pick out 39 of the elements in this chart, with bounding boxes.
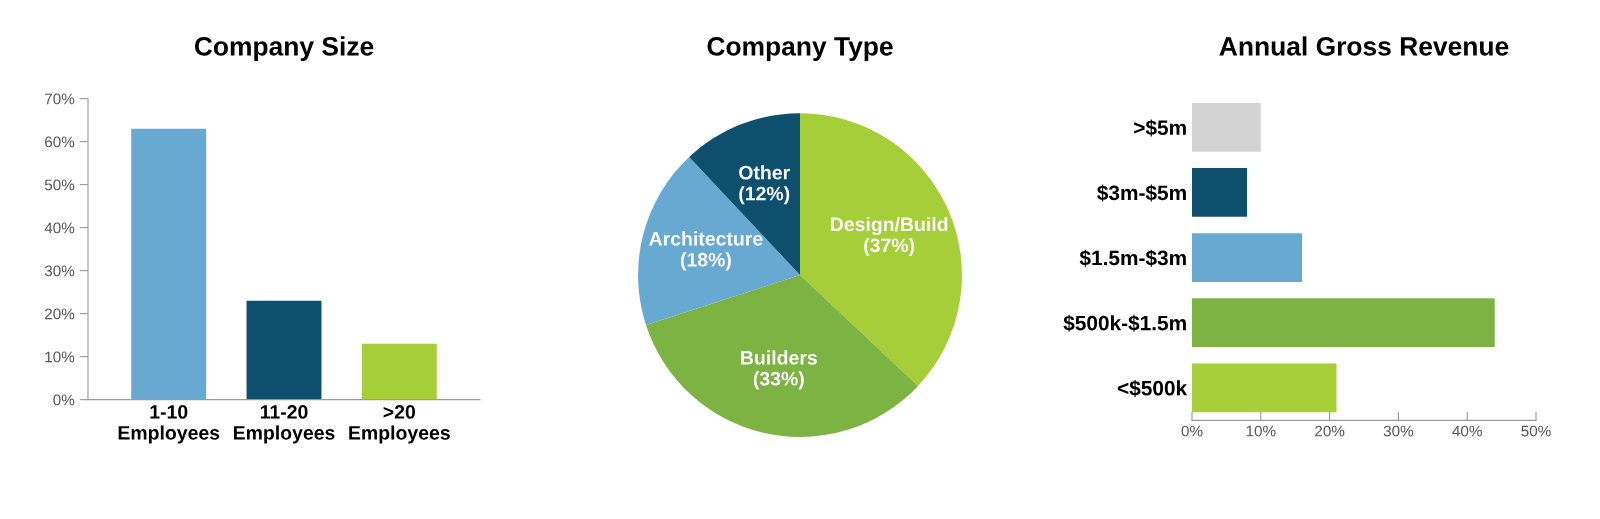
x-tick-label: 10%	[1246, 425, 1276, 437]
bar	[361, 343, 437, 400]
pie-slice	[638, 157, 800, 326]
x-tick-label: >20 Employees	[349, 405, 450, 444]
chart-title: Company Size	[194, 36, 374, 61]
y-tick-label: 30%	[44, 265, 75, 277]
x-tick-label: 11-20 Employees	[233, 405, 335, 444]
y-tick-label: 10%	[45, 351, 75, 363]
bar	[1192, 363, 1337, 413]
x-tick-label: 1-10 Employees	[118, 405, 220, 444]
y-tick-label: 40%	[44, 222, 75, 234]
slice-label: Architecture (18%)	[649, 231, 763, 271]
pie-slice	[646, 275, 919, 437]
x-tick-label: 50%	[1521, 425, 1551, 437]
y-tick-label: $3m-$5m	[1097, 184, 1186, 202]
y-tick-label: $500k-$1.5m	[1063, 314, 1186, 332]
slice-label: Builders (33%)	[741, 350, 817, 390]
y-tick-label: 20%	[45, 308, 75, 320]
x-tick-label: 40%	[1452, 425, 1482, 437]
y-tick-label: <$500k	[1117, 379, 1188, 397]
slice-label: Other (12%)	[739, 165, 790, 205]
x-tick-label: 30%	[1383, 425, 1414, 437]
y-tick-label: >$5m	[1134, 119, 1186, 137]
y-tick-label: 70%	[45, 93, 75, 105]
bar	[131, 128, 207, 400]
chart-title: Company Type	[707, 37, 893, 61]
bar	[1192, 233, 1303, 282]
y-tick-label: 50%	[44, 179, 75, 191]
y-tick-label: $1.5m-$3m	[1079, 249, 1186, 267]
bar	[1192, 102, 1261, 152]
y-tick-label: 0%	[53, 394, 75, 406]
slice-label: Design/Build (37%)	[831, 216, 948, 257]
bar	[1192, 298, 1495, 348]
chart-title: Annual Gross Revenue	[1219, 36, 1509, 56]
y-tick-label: 60%	[45, 136, 75, 148]
bar	[1192, 168, 1248, 217]
x-tick-label: 0%	[1181, 425, 1203, 437]
x-tick-label: 20%	[1315, 425, 1345, 437]
bar	[246, 300, 322, 400]
